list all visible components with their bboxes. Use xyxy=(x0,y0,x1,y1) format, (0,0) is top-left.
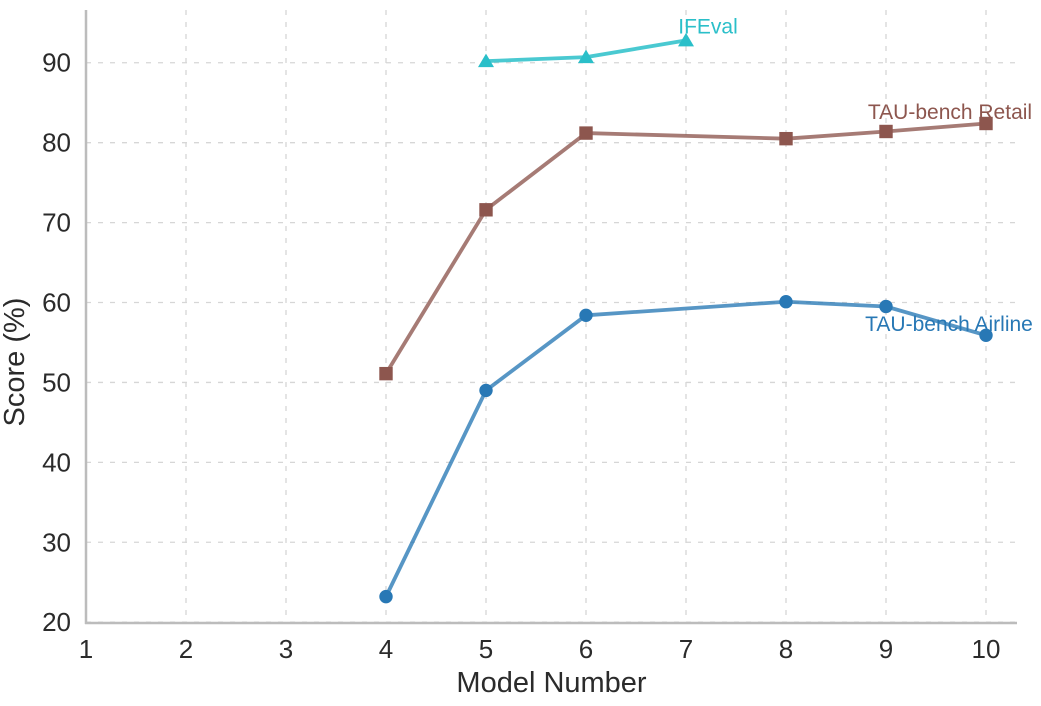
y-tick-label: 30 xyxy=(42,527,71,557)
data-point-circle xyxy=(479,383,493,398)
y-axis-title: Score (%) xyxy=(0,298,31,427)
data-point-square xyxy=(979,116,993,131)
x-tick-label: 4 xyxy=(379,634,393,664)
x-tick-label: 8 xyxy=(779,634,793,664)
series-label: TAU-bench Retail xyxy=(868,101,1032,124)
x-tick-label: 2 xyxy=(179,634,193,664)
axes-spines xyxy=(84,10,1017,625)
series-label: IFEval xyxy=(678,15,738,38)
series-inline-labels: TAU-bench Retail TAU-bench Airline IFEval xyxy=(678,15,1033,336)
y-tick-label: 70 xyxy=(42,208,71,238)
x-tick-label: 1 xyxy=(79,634,93,664)
series-lines xyxy=(379,32,993,604)
data-point-circle xyxy=(879,299,893,314)
x-tick-label: 10 xyxy=(972,634,1001,664)
series-label: TAU-bench Airline xyxy=(865,313,1033,336)
y-tick-label: 20 xyxy=(42,607,71,637)
data-point-triangle xyxy=(578,49,594,64)
data-point-square xyxy=(779,131,793,146)
data-point-circle xyxy=(579,308,593,323)
x-tick-label: 6 xyxy=(579,634,593,664)
data-point-circle xyxy=(979,328,993,342)
data-point-square xyxy=(579,126,593,140)
x-tick-label: 5 xyxy=(479,634,493,664)
data-point-circle xyxy=(379,589,393,604)
y-tick-label: 50 xyxy=(42,367,71,397)
x-axis-title: Model Number xyxy=(456,667,647,699)
x-tick-label: 7 xyxy=(679,634,693,664)
data-point-square xyxy=(479,203,493,217)
y-tick-label: 90 xyxy=(42,48,71,78)
y-tick-label: 60 xyxy=(42,288,71,318)
series-line xyxy=(384,299,988,599)
data-point-circle xyxy=(779,295,793,309)
x-tick-label: 9 xyxy=(879,634,893,664)
data-point-triangle xyxy=(678,32,694,47)
data-point-square xyxy=(879,124,893,139)
data-point-square xyxy=(379,366,393,381)
data-point-triangle xyxy=(478,53,494,68)
x-tick-label: 3 xyxy=(279,634,293,664)
y-tick-label: 40 xyxy=(42,447,71,477)
series-line xyxy=(384,121,988,376)
y-tick-label: 80 xyxy=(42,128,71,158)
tick-labels: 20 30 40 50 60 70 80 90 1 2 3 4 5 6 7 8 9 10 xyxy=(42,48,1000,664)
